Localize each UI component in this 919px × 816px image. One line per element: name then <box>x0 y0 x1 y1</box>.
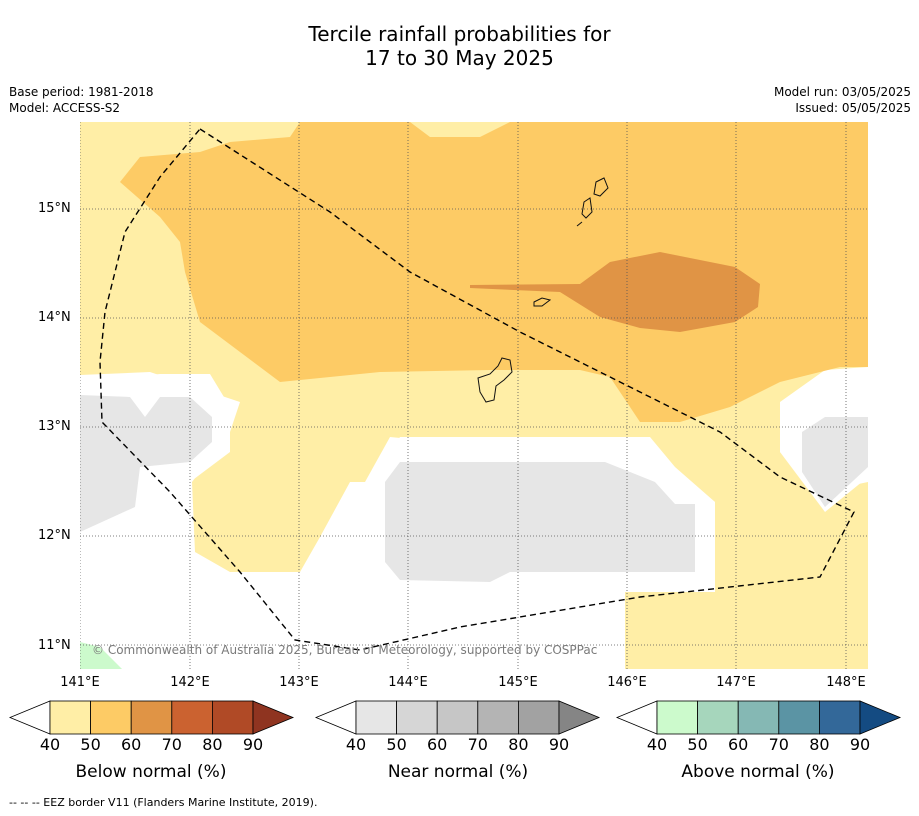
lon-label-147: 147°E <box>716 675 756 690</box>
near-normal-tick-label: 50 <box>386 735 407 754</box>
above-normal-colorbar-segment <box>656 700 698 735</box>
below-normal-colorbar-segment <box>49 700 91 735</box>
near-normal-tick-label: 40 <box>345 735 367 754</box>
below-normal-tick-label: 80 <box>202 735 223 754</box>
near-normal-colorbar-high-arrow <box>558 700 601 735</box>
below-normal-label: Below normal (%) <box>75 762 227 782</box>
below-normal-colorbar-high-arrow <box>252 700 295 735</box>
island-outlines <box>477 177 609 403</box>
near-normal-label: Near normal (%) <box>387 762 529 782</box>
near-normal-region-west <box>80 395 212 532</box>
near-normal-colorbar-segment <box>518 700 560 735</box>
above-normal-region <box>80 642 122 669</box>
below-normal-60-region <box>470 252 760 332</box>
below-normal-colorbar-segment <box>171 700 213 735</box>
tinian-island <box>581 197 593 219</box>
near-normal-colorbar-segment <box>396 700 438 735</box>
near-normal-colorbar-segment <box>436 700 479 735</box>
above-normal-tick-label: 70 <box>768 735 789 754</box>
title-line-2: 17 to 30 May 2025 <box>365 46 554 70</box>
lat-label-11: 11°N <box>38 638 71 653</box>
map-panel: © Commonwealth of Australia 2025, Bureau… <box>80 122 868 669</box>
lat-label-13: 13°N <box>38 419 71 434</box>
below-normal-colorbar-segment <box>90 700 132 735</box>
near-normal-tick-label: 70 <box>467 735 488 754</box>
above-normal-tick-label: 90 <box>849 735 871 754</box>
lon-label-144: 144°E <box>388 675 428 690</box>
below-normal-colorbar-low-arrow <box>8 700 51 735</box>
meta-right: Model run: 03/05/2025 Issued: 05/05/2025 <box>774 84 911 116</box>
base-period: Base period: 1981-2018 <box>9 85 154 99</box>
below-normal-tick-label: 90 <box>242 735 264 754</box>
title-line-1: Tercile rainfall probabilities for <box>308 22 611 46</box>
graticule <box>80 122 868 669</box>
below-normal-tick-label: 70 <box>161 735 182 754</box>
lat-label-12: 12°N <box>38 528 71 543</box>
near-normal-tick-label: 90 <box>548 735 570 754</box>
above-normal-colorbar-high-arrow <box>859 700 902 735</box>
lat-label-14: 14°N <box>38 310 71 325</box>
above-normal-tick-label: 80 <box>809 735 830 754</box>
near-normal-tick-label: 80 <box>508 735 529 754</box>
near-normal-colorbar-segment <box>355 700 397 735</box>
rota-island <box>533 297 552 307</box>
lat-label-15: 15°N <box>38 201 71 216</box>
lon-label-141: 141°E <box>60 675 100 690</box>
above-normal-tick-label: 50 <box>687 735 708 754</box>
issued-date: Issued: 05/05/2025 <box>795 101 911 115</box>
model-name: Model: ACCESS-S2 <box>9 101 121 115</box>
near-normal-region-east <box>802 417 868 507</box>
above-normal-tick-label: 60 <box>728 735 749 754</box>
near-normal-colorbar-segment <box>477 700 519 735</box>
eez-border <box>99 128 855 651</box>
near-normal-region-center <box>385 462 695 582</box>
above-normal-colorbar-low-arrow <box>615 700 658 735</box>
model-run: Model run: 03/05/2025 <box>773 85 911 99</box>
meta-left: Base period: 1981-2018 Model: ACCESS-S2 <box>9 84 154 116</box>
above-normal-tick-label: 40 <box>646 735 668 754</box>
below-normal-tick-label: 50 <box>80 735 101 754</box>
near-normal-tick-label: 60 <box>427 735 448 754</box>
colorbars <box>8 700 902 735</box>
guam-island <box>477 357 513 403</box>
lon-label-145: 145°E <box>498 675 538 690</box>
map-title: Tercile rainfall probabilities for 17 to… <box>0 22 919 70</box>
lon-label-148: 148°E <box>826 675 866 690</box>
lon-label-143: 143°E <box>279 675 319 690</box>
saipan-island <box>593 177 609 197</box>
below-normal-colorbar-segment <box>130 700 173 735</box>
above-normal-colorbar-segment <box>778 700 820 735</box>
below-normal-50-region <box>120 122 868 422</box>
lon-label-146: 146°E <box>607 675 647 690</box>
below-normal-colorbar-segment <box>211 700 254 735</box>
above-normal-colorbar-segment <box>697 700 739 735</box>
below-normal-tick-label: 40 <box>39 735 61 754</box>
above-normal-colorbar-segment <box>819 700 861 735</box>
above-normal-colorbar-segment <box>737 700 780 735</box>
above-normal-label: Above normal (%) <box>681 762 835 782</box>
copyright-notice: © Commonwealth of Australia 2025, Bureau… <box>92 643 597 657</box>
lon-label-142: 142°E <box>170 675 210 690</box>
below-normal-tick-label: 60 <box>121 735 142 754</box>
eez-footer-note: -- -- -- EEZ border V11 (Flanders Marine… <box>9 796 318 809</box>
near-normal-colorbar-low-arrow <box>314 700 357 735</box>
